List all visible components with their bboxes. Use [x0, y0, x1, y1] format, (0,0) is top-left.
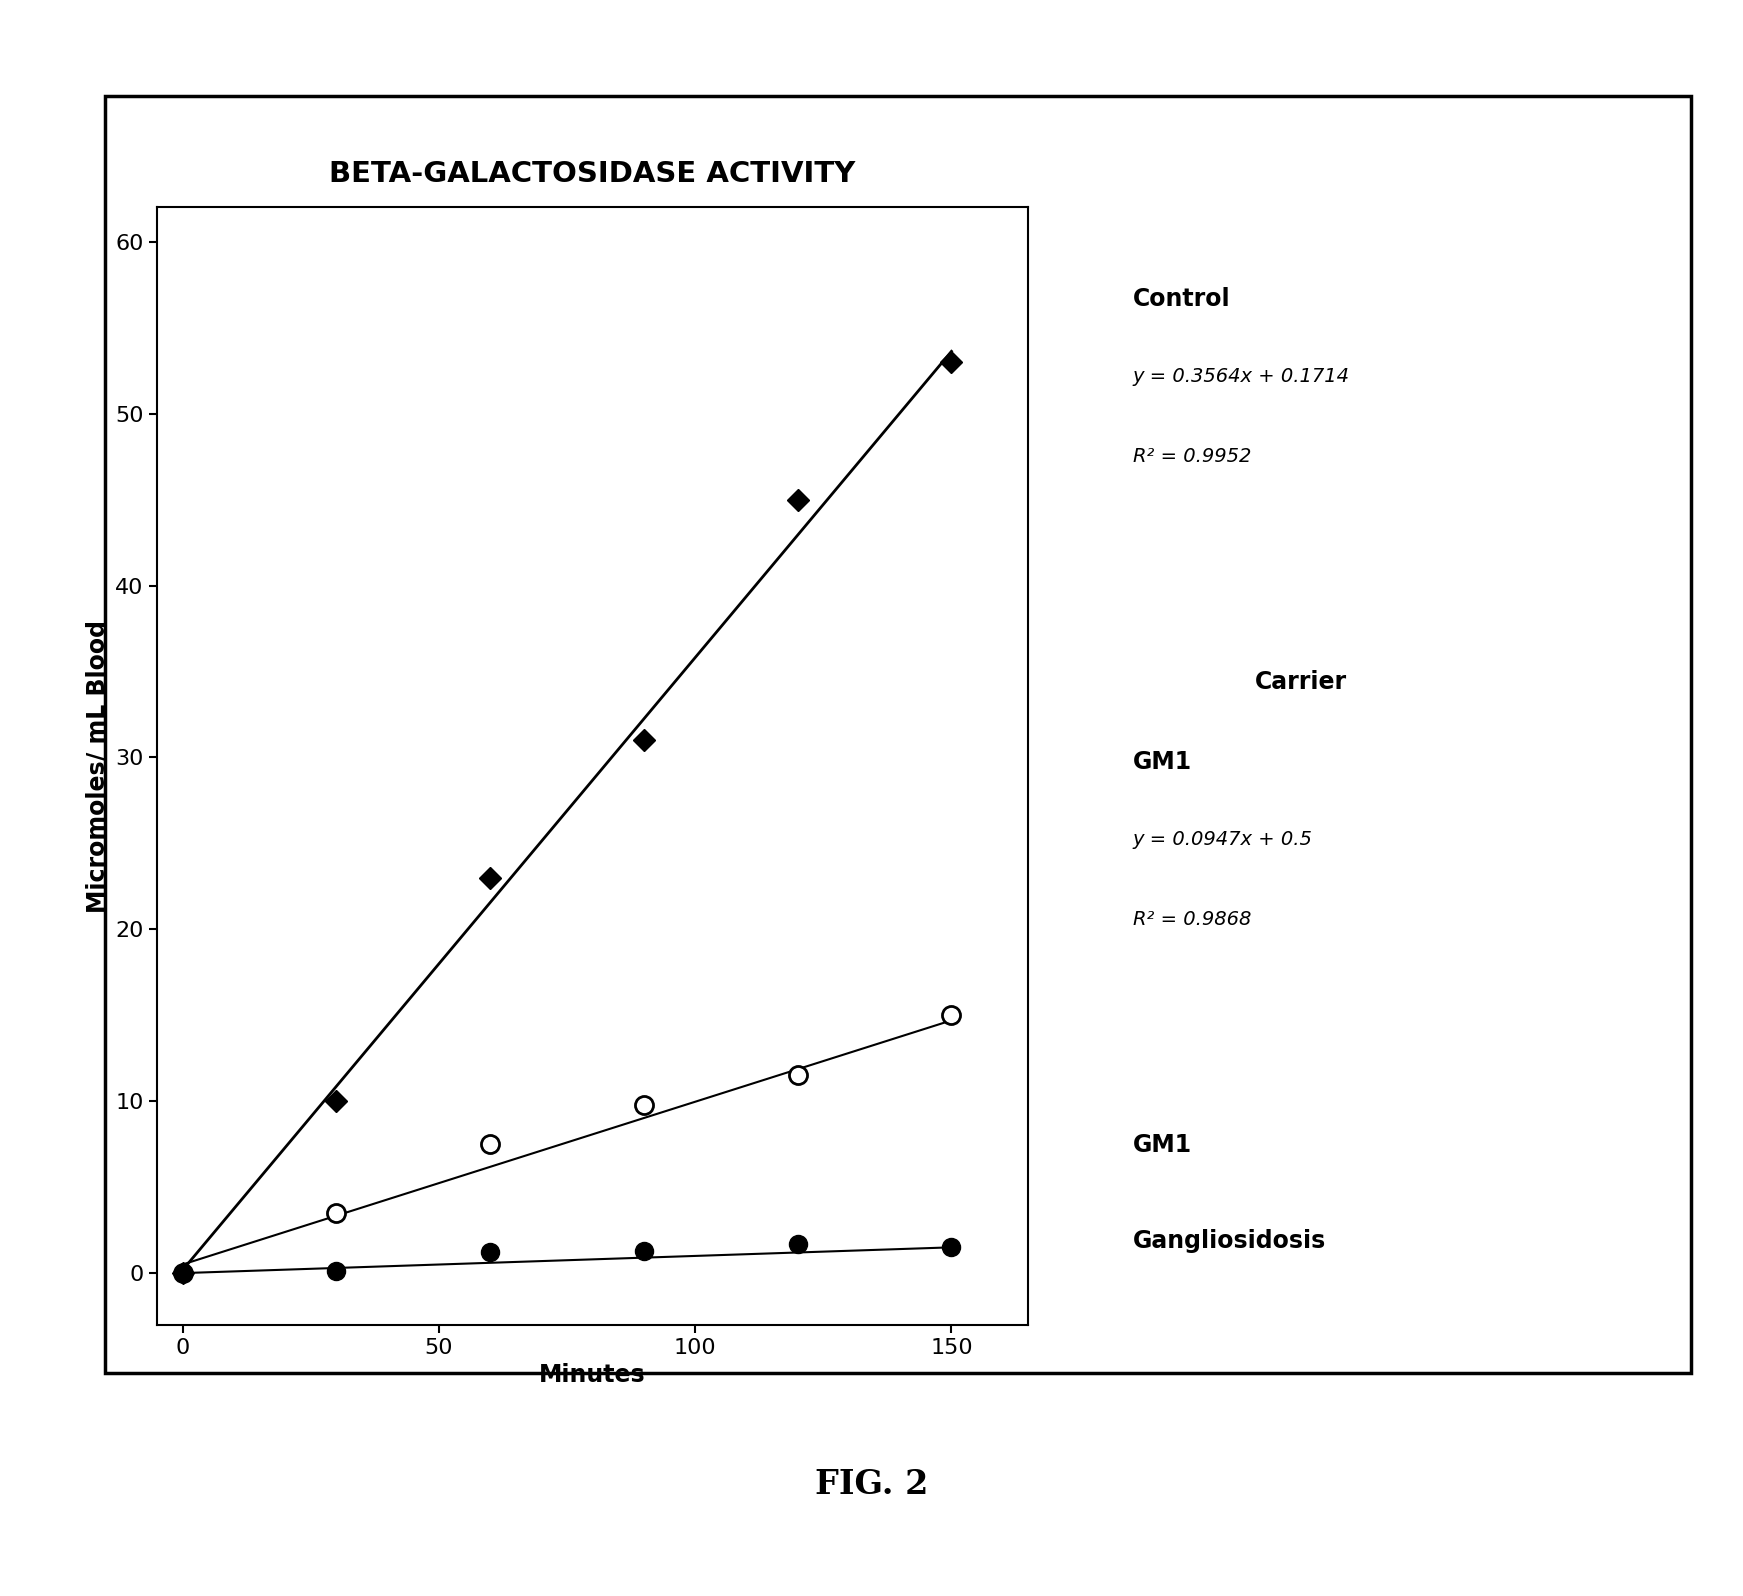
Text: Carrier: Carrier [1255, 670, 1347, 694]
Title: BETA-GALACTOSIDASE ACTIVITY: BETA-GALACTOSIDASE ACTIVITY [329, 161, 856, 188]
Y-axis label: Micromoles/ mL Blood: Micromoles/ mL Blood [85, 619, 110, 913]
Text: R² = 0.9952: R² = 0.9952 [1133, 447, 1251, 466]
Text: GM1: GM1 [1133, 1133, 1192, 1157]
Text: y = 0.3564x + 0.1714: y = 0.3564x + 0.1714 [1133, 367, 1349, 386]
Text: y = 0.0947x + 0.5: y = 0.0947x + 0.5 [1133, 830, 1312, 849]
Text: GM1: GM1 [1133, 750, 1192, 774]
Text: FIG. 2: FIG. 2 [814, 1468, 929, 1500]
Text: Control: Control [1133, 287, 1231, 311]
Text: Gangliosidosis: Gangliosidosis [1133, 1229, 1326, 1253]
X-axis label: Minutes: Minutes [539, 1363, 647, 1387]
Text: R² = 0.9868: R² = 0.9868 [1133, 910, 1251, 929]
